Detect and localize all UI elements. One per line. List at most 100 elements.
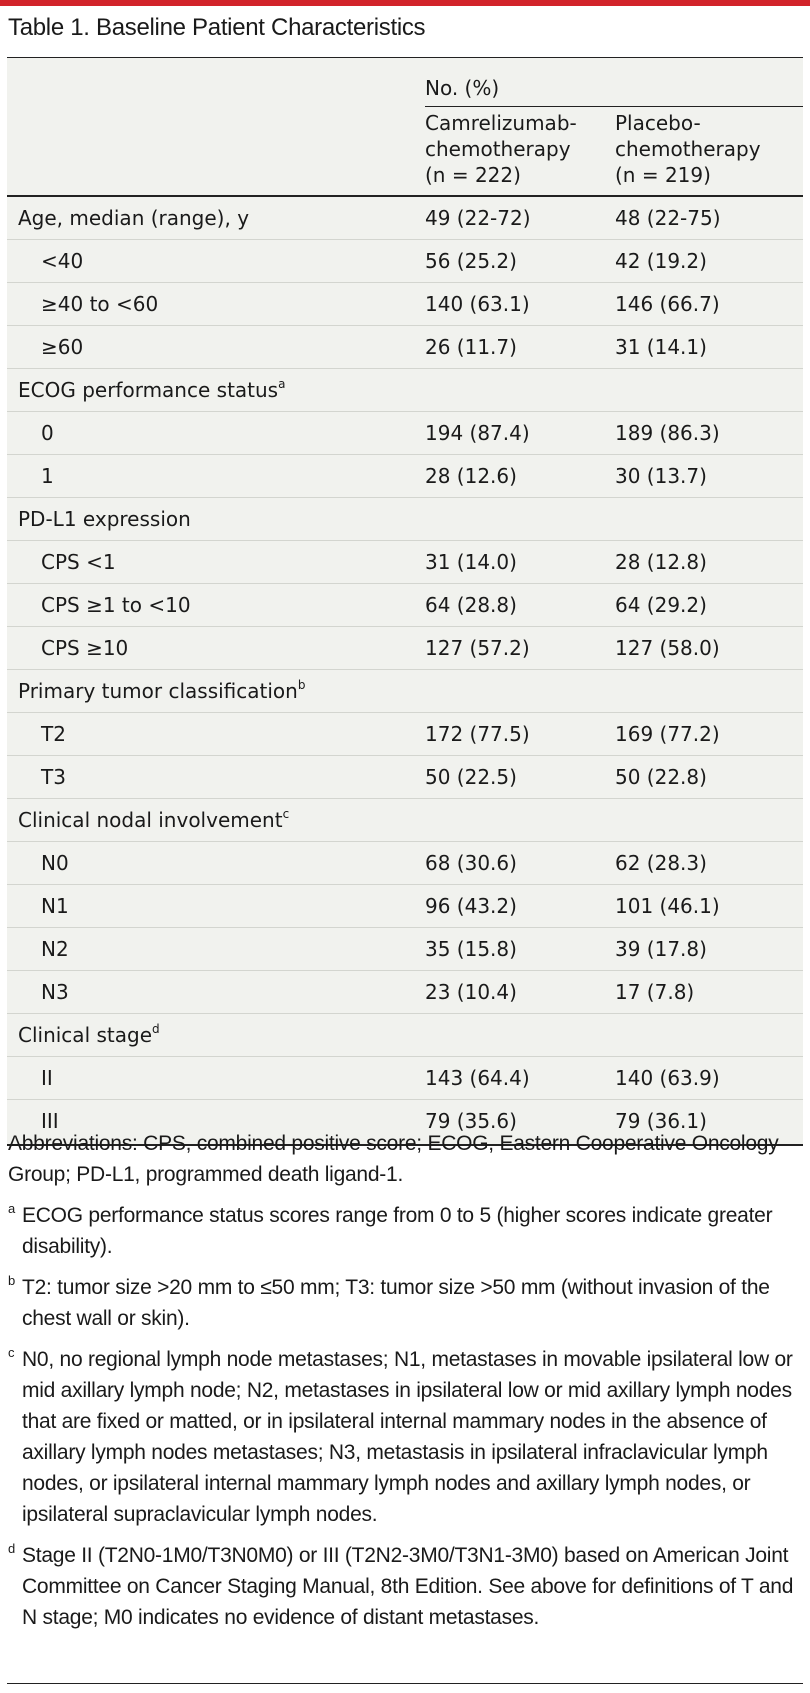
placebo-value: 31 (14.1) <box>615 335 707 359</box>
row-label: ≥60 <box>41 335 84 359</box>
camrelizumab-value: 79 (35.6) <box>425 1109 517 1133</box>
placebo-value: 62 (28.3) <box>615 851 707 875</box>
table-row: N3 23 (10.4) 17 (7.8) <box>7 970 803 1013</box>
row-label: N0 <box>41 851 69 875</box>
table-row: <40 56 (25.2) 42 (19.2) <box>7 239 803 282</box>
table-row: 1 28 (12.6) 30 (13.7) <box>7 454 803 497</box>
table-row: III 79 (35.6) 79 (36.1) <box>7 1099 803 1142</box>
row-label: 1 <box>41 464 54 488</box>
placebo-value: 50 (22.8) <box>615 765 707 789</box>
table-row: N1 96 (43.2) 101 (46.1) <box>7 884 803 927</box>
placebo-value: 169 (77.2) <box>615 722 720 746</box>
table-body: Age, median (range), y 49 (22-72) 48 (22-7… <box>7 197 803 1142</box>
placebo-value: 189 (86.3) <box>615 421 720 445</box>
column-header-placebo: Placebo- chemotherapy (n = 219) <box>615 111 761 187</box>
table-row: Clinical nodal involvementc <box>7 798 803 841</box>
row-label: 0 <box>41 421 54 445</box>
footnote-marker: b <box>297 678 306 692</box>
group-header-divider <box>425 106 803 107</box>
table-row: T3 50 (22.5) 50 (22.8) <box>7 755 803 798</box>
footnote-marker: d <box>8 1541 15 1556</box>
row-label: CPS ≥1 to <10 <box>41 593 191 617</box>
bottom-divider <box>7 1683 803 1684</box>
camrelizumab-value: 31 (14.0) <box>425 550 517 574</box>
placebo-value: 101 (46.1) <box>615 894 720 918</box>
row-label: N1 <box>41 894 69 918</box>
row-label: PD-L1 expression <box>18 507 191 531</box>
row-label: CPS <1 <box>41 550 116 574</box>
row-label: T3 <box>41 765 66 789</box>
row-label: Age, median (range), y <box>18 206 250 230</box>
group-header-no-pct: No. (%) <box>425 76 500 100</box>
column-header-camrelizumab: Camrelizumab- chemotherapy (n = 222) <box>425 111 577 187</box>
placebo-value: 64 (29.2) <box>615 593 707 617</box>
camrelizumab-value: 26 (11.7) <box>425 335 517 359</box>
table-row: 0 194 (87.4) 189 (86.3) <box>7 411 803 454</box>
footnote-marker: c <box>8 1345 15 1360</box>
footnote-marker: b <box>8 1273 15 1288</box>
placebo-value: 79 (36.1) <box>615 1109 707 1133</box>
footnote-a: a ECOG performance status scores range fr… <box>8 1200 804 1262</box>
footnote-marker: a <box>8 1201 15 1216</box>
camrelizumab-value: 28 (12.6) <box>425 464 517 488</box>
placebo-value: 30 (13.7) <box>615 464 707 488</box>
table-bottom-divider <box>7 1144 803 1146</box>
camrelizumab-value: 194 (87.4) <box>425 421 530 445</box>
placebo-value: 127 (58.0) <box>615 636 720 660</box>
row-label: ECOG performance statusa <box>18 377 286 402</box>
placebo-value: 48 (22-75) <box>615 206 721 230</box>
row-label: CPS ≥10 <box>41 636 129 660</box>
camrelizumab-value: 35 (15.8) <box>425 937 517 961</box>
camrelizumab-value: 56 (25.2) <box>425 249 517 273</box>
table-row: Clinical staged <box>7 1013 803 1056</box>
footnote-marker: c <box>282 807 290 821</box>
table-row: II 143 (64.4) 140 (63.9) <box>7 1056 803 1099</box>
abbreviations-note: Abbreviations: CPS, combined positive sc… <box>8 1132 779 1186</box>
table-row: ≥60 26 (11.7) 31 (14.1) <box>7 325 803 368</box>
row-label: N2 <box>41 937 69 961</box>
title-divider <box>7 57 803 58</box>
placebo-value: 146 (66.7) <box>615 292 720 316</box>
row-label: ≥40 to <60 <box>41 292 159 316</box>
table-row: T2 172 (77.5) 169 (77.2) <box>7 712 803 755</box>
footnote-marker: d <box>152 1022 160 1036</box>
top-accent-bar <box>0 0 810 6</box>
table-row: N2 35 (15.8) 39 (17.8) <box>7 927 803 970</box>
footnote-c: c N0, no regional lymph node metastases; … <box>8 1344 804 1530</box>
row-label: Clinical staged <box>18 1022 160 1047</box>
row-label: III <box>41 1109 59 1133</box>
placebo-value: 42 (19.2) <box>615 249 707 273</box>
camrelizumab-value: 143 (64.4) <box>425 1066 530 1090</box>
camrelizumab-value: 23 (10.4) <box>425 980 517 1004</box>
placebo-value: 17 (7.8) <box>615 980 695 1004</box>
table-notes: Abbreviations: CPS, combined positive sc… <box>8 1128 804 1643</box>
camrelizumab-value: 64 (28.8) <box>425 593 517 617</box>
camrelizumab-value: 49 (22-72) <box>425 206 531 230</box>
row-label: II <box>41 1066 53 1090</box>
table-row: N0 68 (30.6) 62 (28.3) <box>7 841 803 884</box>
footnotes: a ECOG performance status scores range fr… <box>8 1200 804 1633</box>
table-row: Age, median (range), y 49 (22-72) 48 (22-7… <box>7 197 803 239</box>
camrelizumab-value: 68 (30.6) <box>425 851 517 875</box>
footnote-text: ECOG performance status scores range fro… <box>22 1204 773 1258</box>
camrelizumab-value: 50 (22.5) <box>425 765 517 789</box>
table-row: CPS ≥10 127 (57.2) 127 (58.0) <box>7 626 803 669</box>
placebo-value: 140 (63.9) <box>615 1066 720 1090</box>
table-row: CPS <1 31 (14.0) 28 (12.8) <box>7 540 803 583</box>
row-label: <40 <box>41 249 84 273</box>
table-row: ECOG performance statusa <box>7 368 803 411</box>
row-label: Primary tumor classificationb <box>18 678 306 703</box>
footnote-marker: a <box>278 377 286 391</box>
row-label: N3 <box>41 980 69 1004</box>
placebo-value: 28 (12.8) <box>615 550 707 574</box>
row-label: Clinical nodal involvementc <box>18 807 290 832</box>
table-title: Table 1. Baseline Patient Characteristic… <box>8 14 426 41</box>
table-row: ≥40 to <60 140 (63.1) 146 (66.7) <box>7 282 803 325</box>
placebo-value: 39 (17.8) <box>615 937 707 961</box>
table-row: CPS ≥1 to <10 64 (28.8) 64 (29.2) <box>7 583 803 626</box>
footnote-d: d Stage II (T2N0-1M0/T3N0M0) or III (T2N2… <box>8 1540 804 1633</box>
row-label: T2 <box>41 722 66 746</box>
footnote-text: T2: tumor size >20 mm to ≤50 mm; T3: tum… <box>22 1276 770 1330</box>
footnote-b: b T2: tumor size >20 mm to ≤50 mm; T3: tu… <box>8 1272 804 1334</box>
camrelizumab-value: 127 (57.2) <box>425 636 530 660</box>
